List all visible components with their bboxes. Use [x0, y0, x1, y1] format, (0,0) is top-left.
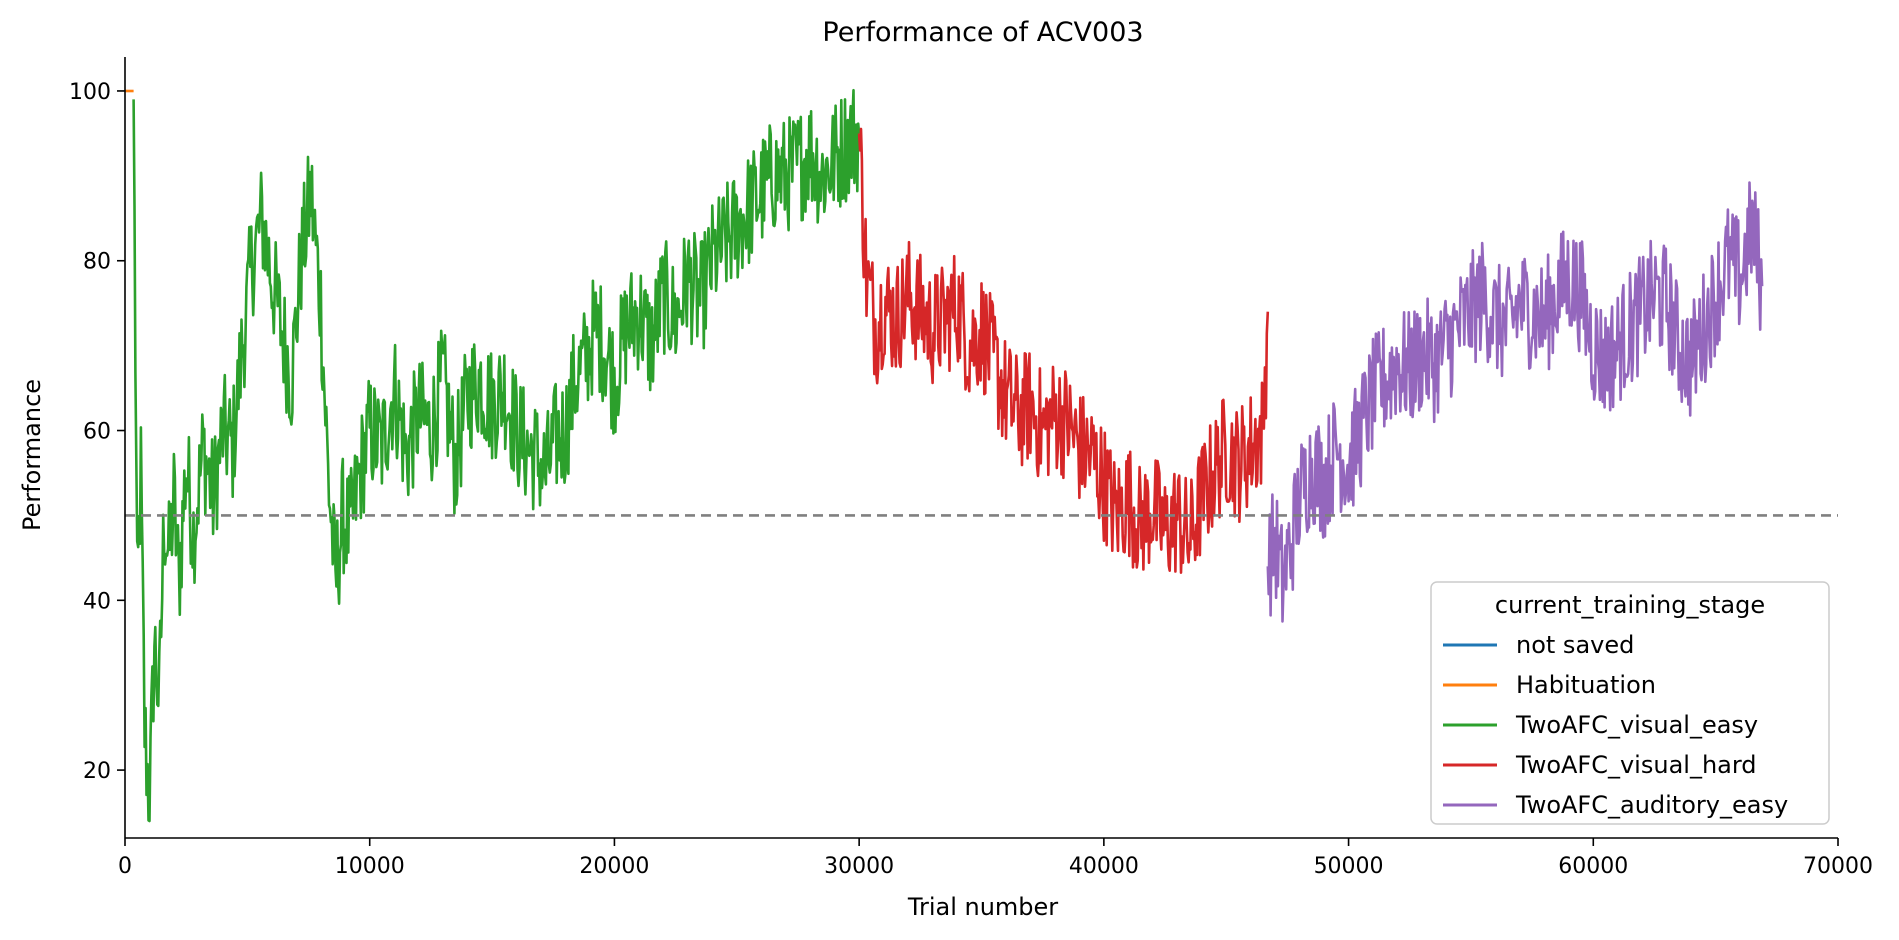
- plot-area: [125, 88, 1838, 823]
- y-tick-label: 20: [83, 759, 111, 784]
- legend-label: TwoAFC_visual_easy: [1515, 711, 1758, 739]
- x-tick-label: 60000: [1558, 854, 1628, 879]
- y-tick-label: 40: [83, 589, 111, 614]
- x-axis: 0 10000 20000 30000 40000 50000 60000 70000: [118, 837, 1873, 879]
- x-axis-label: Trial number: [907, 893, 1058, 921]
- x-tick-label: 10000: [335, 854, 405, 879]
- y-axis: 20 40 60 80 100: [69, 57, 126, 838]
- legend-label: TwoAFC_auditory_easy: [1515, 791, 1788, 819]
- x-tick-label: 70000: [1803, 854, 1873, 879]
- y-axis-label: Performance: [18, 379, 46, 531]
- y-tick-label: 100: [69, 80, 111, 105]
- series-line-twoafc-visual-easy: [132, 88, 861, 823]
- x-tick-label: 20000: [579, 854, 649, 879]
- y-tick-label: 60: [83, 420, 111, 445]
- series-line-twoafc-auditory-easy: [1266, 181, 1764, 623]
- legend-label: Habituation: [1516, 671, 1656, 699]
- x-tick-label: 0: [118, 854, 132, 879]
- legend-label: TwoAFC_visual_hard: [1515, 751, 1757, 779]
- x-tick-label: 40000: [1069, 854, 1139, 879]
- chart-title: Performance of ACV003: [822, 17, 1143, 48]
- legend-entries: not saved Habituation TwoAFC_visual_easy Tw…: [1443, 631, 1788, 819]
- series-line-twoafc-visual-hard: [857, 127, 1270, 574]
- legend-frame: [1430, 581, 1830, 825]
- legend-label: not saved: [1516, 631, 1634, 659]
- y-tick-label: 80: [83, 250, 111, 275]
- x-tick-label: 30000: [824, 854, 894, 879]
- legend: current_training_stage not saved Habituat…: [1430, 581, 1830, 825]
- x-tick-label: 50000: [1314, 854, 1384, 879]
- legend-title: current_training_stage: [1495, 591, 1765, 619]
